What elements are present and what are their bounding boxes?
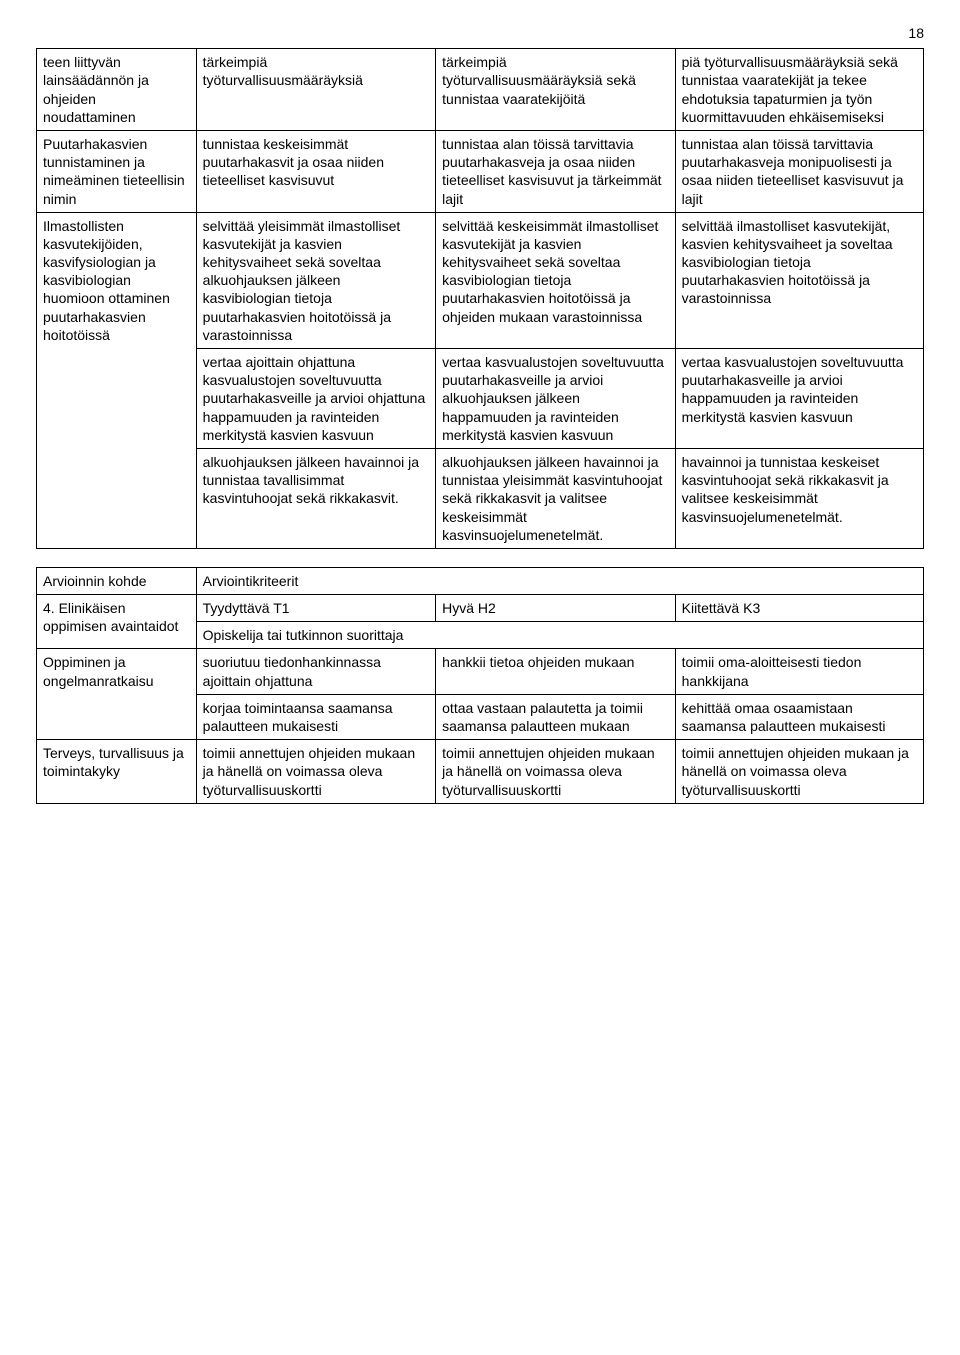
cell: tunnistaa alan töissä tarvittavia puutar… bbox=[675, 130, 923, 212]
header-cell: Arviointikriteerit bbox=[196, 567, 923, 594]
cell: Puutarhakasvien tunnistaminen ja nimeämi… bbox=[37, 130, 197, 212]
cell: Hyvä H2 bbox=[436, 595, 675, 622]
cell: selvittää keskeisimmät ilmastolliset kas… bbox=[436, 212, 675, 348]
cell: Opiskelija tai tutkinnon suorittaja bbox=[196, 622, 923, 649]
header-cell: Arvioinnin kohde bbox=[37, 567, 197, 594]
cell: havainnoi ja tunnistaa keskeiset kasvint… bbox=[675, 448, 923, 548]
cell: korjaa toimintaansa saamansa palautteen … bbox=[196, 694, 435, 739]
page-number: 18 bbox=[36, 24, 924, 42]
cell: alkuohjauksen jälkeen havainnoi ja tunni… bbox=[436, 448, 675, 548]
cell: kehittää omaa osaamistaan saamansa palau… bbox=[675, 694, 923, 739]
table-row: Oppiminen ja ongelmanratkaisu suoriutuu … bbox=[37, 649, 924, 694]
cell: selvittää yleisimmät ilmastolliset kasvu… bbox=[196, 212, 435, 348]
cell: teen liittyvän lainsäädännön ja ohjeiden… bbox=[37, 49, 197, 131]
cell: alkuohjauksen jälkeen havainnoi ja tunni… bbox=[196, 448, 435, 548]
cell: ottaa vastaan palautetta ja toimii saama… bbox=[436, 694, 675, 739]
cell: tunnistaa keskeisimmät puutarhakasvit ja… bbox=[196, 130, 435, 212]
table-row: Puutarhakasvien tunnistaminen ja nimeämi… bbox=[37, 130, 924, 212]
cell: Terveys, turvallisuus ja toimintakyky bbox=[37, 740, 197, 804]
cell: tärkeimpiä työturvallisuusmääräyksiä sek… bbox=[436, 49, 675, 131]
cell: tärkeimpiä työturvallisuusmääräyksiä bbox=[196, 49, 435, 131]
table-header-row: Arvioinnin kohde Arviointikriteerit bbox=[37, 567, 924, 594]
cell: hankkii tietoa ohjeiden mukaan bbox=[436, 649, 675, 694]
cell: Ilmastollisten kasvutekijöiden, kasvifys… bbox=[37, 212, 197, 548]
cell: suoriutuu tiedonhankinnassa ajoittain oh… bbox=[196, 649, 435, 694]
criteria-table-1: teen liittyvän lainsäädännön ja ohjeiden… bbox=[36, 48, 924, 549]
cell: tunnistaa alan töissä tarvittavia puutar… bbox=[436, 130, 675, 212]
cell: toimii annettujen ohjeiden mukaan ja hän… bbox=[436, 740, 675, 804]
cell: vertaa kasvualustojen soveltuvuutta puut… bbox=[436, 349, 675, 449]
cell: Oppiminen ja ongelmanratkaisu bbox=[37, 649, 197, 740]
cell: piä työturvallisuusmääräyksiä sekä tunni… bbox=[675, 49, 923, 131]
table-row: Ilmastollisten kasvutekijöiden, kasvifys… bbox=[37, 212, 924, 348]
cell: 4. Elinikäisen oppimisen avaintaidot bbox=[37, 595, 197, 649]
cell: Kiitettävä K3 bbox=[675, 595, 923, 622]
cell: toimii annettujen ohjeiden mukaan ja hän… bbox=[196, 740, 435, 804]
cell: selvittää ilmastolliset kasvutekijät, ka… bbox=[675, 212, 923, 348]
table-row: teen liittyvän lainsäädännön ja ohjeiden… bbox=[37, 49, 924, 131]
table-subheader-row: 4. Elinikäisen oppimisen avaintaidot Tyy… bbox=[37, 595, 924, 622]
table-row: Terveys, turvallisuus ja toimintakyky to… bbox=[37, 740, 924, 804]
cell: vertaa ajoittain ohjattuna kasvualustoje… bbox=[196, 349, 435, 449]
cell: toimii oma-aloitteisesti tiedon hankkija… bbox=[675, 649, 923, 694]
cell: Tyydyttävä T1 bbox=[196, 595, 435, 622]
criteria-table-2: Arvioinnin kohde Arviointikriteerit 4. E… bbox=[36, 567, 924, 804]
cell: toimii annettujen ohjeiden mukaan ja hän… bbox=[675, 740, 923, 804]
cell: vertaa kasvualustojen soveltuvuutta puut… bbox=[675, 349, 923, 449]
